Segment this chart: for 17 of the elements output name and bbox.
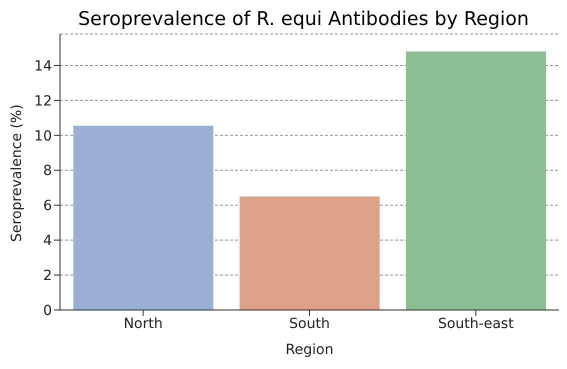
bar [406, 51, 546, 310]
y-tick-label: 14 [34, 58, 52, 74]
y-tick-label: 6 [43, 198, 52, 214]
y-tick-label: 12 [34, 93, 52, 110]
y-tick-label: 10 [34, 128, 52, 144]
x-tick-label: South-east [438, 316, 514, 332]
y-tick-label: 2 [43, 268, 52, 284]
y-tick-label: 4 [43, 233, 52, 250]
y-tick-label: 0 [43, 302, 52, 319]
x-axis-title: Region [286, 342, 334, 358]
bar [73, 126, 214, 310]
y-axis-title: Seroprevalence (%) [8, 104, 25, 242]
y-tick-label: 8 [43, 163, 52, 180]
chart-title: Seroprevalence of R. equi Antibodies by Region [77, 8, 530, 30]
x-tick-label: South [289, 316, 330, 332]
x-tick-label: North [124, 316, 163, 332]
bar [240, 196, 380, 310]
